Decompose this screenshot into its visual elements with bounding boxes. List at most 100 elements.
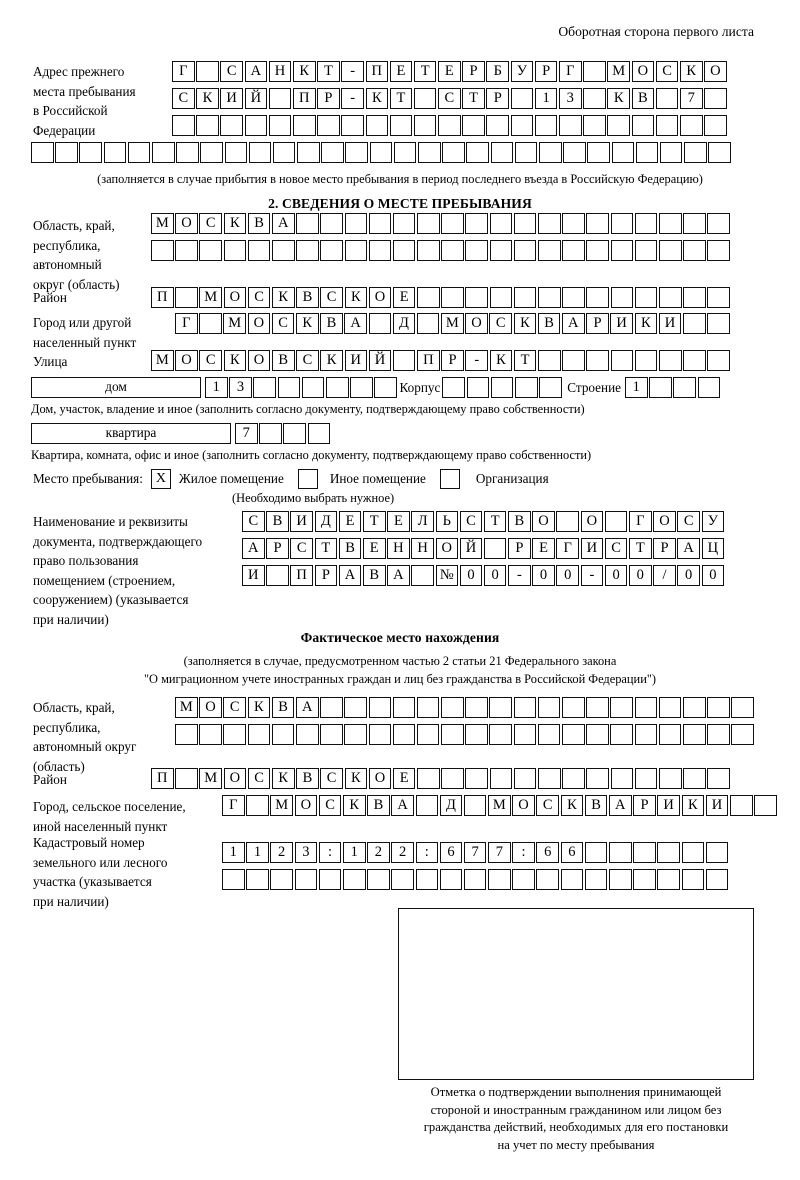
char-cell[interactable] — [103, 142, 127, 163]
char-cell[interactable]: Т — [462, 88, 485, 109]
char-cell[interactable] — [634, 240, 658, 261]
char-cell[interactable] — [246, 795, 269, 816]
char-cell[interactable]: П — [365, 61, 389, 82]
char-cell[interactable] — [374, 377, 397, 398]
char-cell[interactable] — [296, 240, 319, 261]
char-cell[interactable]: Т — [362, 511, 386, 532]
char-cell[interactable] — [320, 724, 343, 745]
char-cell[interactable]: О — [223, 287, 247, 308]
char-cell[interactable]: М — [441, 313, 464, 334]
prev-address-row-4[interactable] — [31, 142, 732, 163]
char-cell[interactable]: - — [508, 565, 531, 586]
char-cell[interactable]: К — [607, 88, 630, 109]
char-cell[interactable] — [466, 142, 489, 163]
char-cell[interactable]: 0 — [532, 565, 555, 586]
char-cell[interactable]: 6 — [439, 842, 463, 863]
char-cell[interactable] — [729, 795, 753, 816]
char-cell[interactable]: Е — [338, 511, 362, 532]
char-cell[interactable] — [344, 697, 367, 718]
char-cell[interactable]: К — [365, 88, 389, 109]
section2-region-row-2[interactable] — [151, 240, 732, 261]
char-cell[interactable] — [705, 869, 729, 890]
char-cell[interactable]: О — [199, 697, 222, 718]
char-cell[interactable]: О — [653, 511, 676, 532]
char-cell[interactable] — [584, 869, 608, 890]
char-cell[interactable]: О — [175, 350, 198, 371]
char-cell[interactable]: Г — [556, 538, 580, 559]
char-cell[interactable] — [659, 142, 683, 163]
char-cell[interactable]: М — [199, 287, 222, 308]
char-cell[interactable] — [704, 115, 727, 136]
char-cell[interactable] — [79, 142, 102, 163]
char-cell[interactable]: 7 — [235, 423, 258, 444]
char-cell[interactable] — [707, 350, 730, 371]
char-cell[interactable] — [560, 869, 584, 890]
char-cell[interactable]: С — [172, 88, 195, 109]
char-cell[interactable] — [368, 697, 392, 718]
char-cell[interactable] — [658, 350, 682, 371]
char-cell[interactable]: О — [223, 768, 247, 789]
char-cell[interactable]: Е — [438, 61, 461, 82]
char-cell[interactable]: К — [196, 88, 219, 109]
char-cell[interactable]: Р — [314, 565, 338, 586]
char-cell[interactable] — [465, 768, 489, 789]
char-cell[interactable] — [463, 869, 487, 890]
char-cell[interactable] — [583, 88, 606, 109]
char-cell[interactable] — [344, 724, 367, 745]
char-cell[interactable]: С — [247, 768, 271, 789]
char-cell[interactable] — [682, 313, 706, 334]
char-cell[interactable] — [441, 213, 464, 234]
char-cell[interactable]: С — [271, 313, 295, 334]
char-cell[interactable] — [441, 697, 464, 718]
char-cell[interactable] — [512, 869, 535, 890]
char-cell[interactable] — [318, 869, 342, 890]
char-cell[interactable] — [536, 869, 560, 890]
char-cell[interactable] — [707, 697, 730, 718]
char-cell[interactable] — [223, 724, 246, 745]
char-cell[interactable]: - — [341, 88, 364, 109]
char-cell[interactable]: А — [387, 565, 410, 586]
char-cell[interactable] — [224, 142, 248, 163]
char-cell[interactable] — [296, 213, 319, 234]
char-cell[interactable]: О — [512, 795, 535, 816]
char-cell[interactable] — [268, 115, 292, 136]
char-cell[interactable] — [392, 724, 416, 745]
char-cell[interactable] — [465, 287, 489, 308]
char-cell[interactable] — [489, 697, 513, 718]
char-cell[interactable] — [697, 377, 721, 398]
char-cell[interactable]: А — [562, 313, 585, 334]
char-cell[interactable] — [538, 240, 561, 261]
char-cell[interactable]: А — [242, 538, 265, 559]
char-cell[interactable]: : — [415, 842, 439, 863]
char-cell[interactable]: К — [679, 61, 703, 82]
stroenie-cells[interactable]: 1 — [625, 377, 722, 398]
char-cell[interactable] — [634, 287, 658, 308]
char-cell[interactable] — [707, 287, 730, 308]
document-row-3[interactable]: И П Р А В А № 0 0-0 0-0 0/0 0 — [242, 565, 726, 586]
char-cell[interactable] — [587, 142, 610, 163]
char-cell[interactable]: 0 — [677, 565, 700, 586]
char-cell[interactable] — [416, 313, 440, 334]
char-cell[interactable]: И — [344, 350, 368, 371]
char-cell[interactable]: / — [653, 565, 676, 586]
confirmation-stamp-box[interactable] — [398, 908, 754, 1080]
char-cell[interactable]: 7 — [463, 842, 487, 863]
char-cell[interactable]: Д — [439, 795, 463, 816]
char-cell[interactable] — [514, 377, 538, 398]
char-cell[interactable] — [417, 287, 440, 308]
char-cell[interactable]: В — [271, 350, 295, 371]
char-cell[interactable]: В — [296, 287, 319, 308]
char-cell[interactable]: С — [677, 511, 700, 532]
char-cell[interactable] — [633, 842, 656, 863]
char-cell[interactable]: : — [318, 842, 342, 863]
char-cell[interactable]: И — [658, 313, 682, 334]
char-cell[interactable]: В — [367, 795, 390, 816]
char-cell[interactable] — [321, 142, 344, 163]
char-cell[interactable]: 3 — [559, 88, 582, 109]
char-cell[interactable] — [658, 287, 682, 308]
char-cell[interactable]: 0 — [701, 565, 725, 586]
